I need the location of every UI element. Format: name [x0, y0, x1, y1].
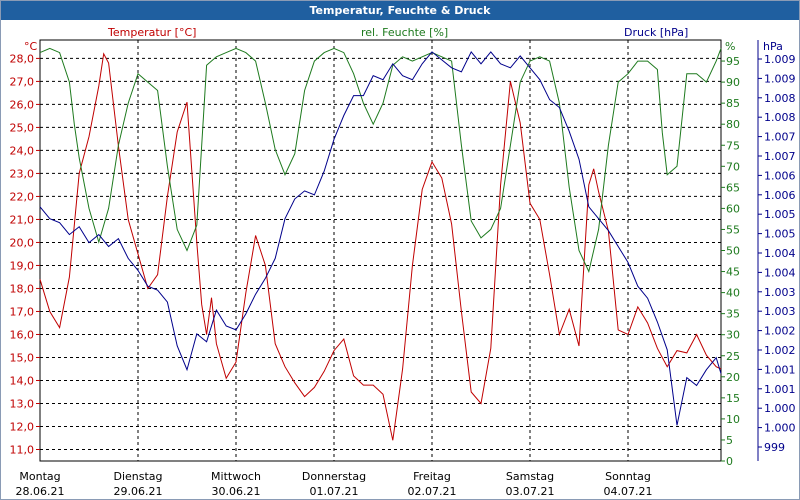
y-left-tick-label: 25,0: [10, 121, 35, 134]
y-right1-tick-label: 20: [726, 371, 740, 384]
x-tick-label-day: Samstag: [506, 470, 554, 483]
y-right2-tick-label: 1.009: [764, 72, 796, 85]
humidity-label: rel. Feuchte [%]: [361, 26, 448, 39]
y-right2-unit: hPa: [763, 40, 783, 53]
y-right2-tick-label: 1.001: [764, 383, 796, 396]
y-right2-tick-label: 1.008: [764, 111, 796, 124]
x-tick-label-day: Sonntag: [605, 470, 651, 483]
series-temperature: [39, 52, 722, 441]
y-right1-tick-label: 70: [726, 160, 740, 173]
x-tick-label-date: 04.07.21: [604, 485, 653, 498]
y-left-tick-label: 22,0: [10, 190, 35, 203]
y-left-tick-label: 26,0: [10, 98, 35, 111]
y-right1-tick-label: 25: [726, 350, 740, 363]
y-right1-tick-label: 60: [726, 202, 740, 215]
y-right1-tick-label: 10: [726, 413, 740, 426]
y-right2-tick-label: 1.008: [764, 92, 796, 105]
y-right1-tick-label: 95: [726, 55, 740, 68]
x-tick-label-day: Freitag: [413, 470, 451, 483]
y-left-tick-label: 13,0: [10, 397, 35, 410]
y-right2-tick-label: 1.003: [764, 305, 796, 318]
x-tick-label-day: Donnerstag: [302, 470, 366, 483]
y-right2-tick-label: 1.003: [764, 286, 796, 299]
temperature-label: Temperatur [°C]: [107, 26, 196, 39]
y-right2-tick-label: 1.000: [764, 402, 796, 415]
y-right1-tick-label: 85: [726, 97, 740, 110]
y-left-tick-label: 18,0: [10, 282, 35, 295]
grid: [40, 40, 721, 461]
pressure-label: Druck [hPa]: [624, 26, 688, 39]
y-left-tick-label: 15,0: [10, 351, 35, 364]
series-humidity: [39, 47, 722, 274]
y-right1-unit: %: [725, 40, 735, 53]
y-right1-tick-label: 75: [726, 139, 740, 152]
series-layer: [39, 47, 722, 441]
y-right2-tick-label: 1.004: [764, 266, 796, 279]
y-left-tick-label: 12,0: [10, 420, 35, 433]
y-left-tick-label: 28,0: [10, 52, 35, 65]
y-right2-tick-label: 1.009: [764, 53, 796, 66]
x-tick-label-date: 03.07.21: [506, 485, 555, 498]
y-right1-tick-label: 55: [726, 223, 740, 236]
chart-title: Temperatur, Feuchte & Druck: [1, 1, 799, 20]
y-right2-tick-label: 1.001: [764, 363, 796, 376]
y-right2-tick-label: 1.006: [764, 169, 796, 182]
plot-area: [39, 39, 722, 462]
y-left-tick-label: 27,0: [10, 75, 35, 88]
axes-layer: 28,0 27,0 26,0 25,0 24,0 23,0 22,0 21,0 20,0 19,0…: [10, 40, 796, 498]
y-right1-tick-label: 30: [726, 329, 740, 342]
x-tick-label-day: Montag: [19, 470, 60, 483]
y-right2-tick-label: 1.002: [764, 325, 796, 338]
y-left-tick-label: 16,0: [10, 328, 35, 341]
y-left-tick-label: 24,0: [10, 144, 35, 157]
y-right1-tick-label: 40: [726, 287, 740, 300]
y-right1-tick-label: 15: [726, 392, 740, 405]
y-left-tick-label: 21,0: [10, 213, 35, 226]
y-right1-tick-label: 35: [726, 308, 740, 321]
y-left-tick-label: 19,0: [10, 259, 35, 272]
y-left-tick-label: 17,0: [10, 305, 35, 318]
y-right1-tick-label: 80: [726, 118, 740, 131]
y-right2-tick-label: 1.006: [764, 189, 796, 202]
y-right1-tick-label: 50: [726, 245, 740, 258]
x-tick-label-date: 29.06.21: [114, 485, 163, 498]
x-tick-label-date: 01.07.21: [310, 485, 359, 498]
y-left-tick-label: 20,0: [10, 236, 35, 249]
x-tick-label-date: 28.06.21: [16, 485, 65, 498]
y-right1-tick-label: 90: [726, 76, 740, 89]
y-right2-tick-label: 1.004: [764, 247, 796, 260]
y-right1-tick-label: 0: [726, 455, 733, 468]
y-right1-tick-label: 45: [726, 266, 740, 279]
y-right2-tick-label: 1.005: [764, 228, 796, 241]
x-tick-label-day: Mittwoch: [211, 470, 261, 483]
y-right1-tick-label: 65: [726, 181, 740, 194]
y-right1-tick-label: 5: [726, 434, 733, 447]
y-right2-tick-label: 1.007: [764, 131, 796, 144]
x-tick-label-date: 02.07.21: [408, 485, 457, 498]
y-left-tick-label: 23,0: [10, 167, 35, 180]
y-left-tick-label: 11,0: [10, 443, 35, 456]
y-right2-tick-label: 1.007: [764, 150, 796, 163]
y-right2-tick-label: 999: [764, 441, 785, 454]
y-left-tick-label: 14,0: [10, 374, 35, 387]
y-right2-tick-label: 1.000: [764, 422, 796, 435]
y-right2-tick-label: 1.005: [764, 208, 796, 221]
y-right2-tick-label: 1.002: [764, 344, 796, 357]
x-tick-label-day: Dienstag: [113, 470, 162, 483]
x-tick-label-date: 30.06.21: [212, 485, 261, 498]
series-pressure: [39, 50, 722, 426]
y-left-unit: °C: [24, 40, 38, 53]
